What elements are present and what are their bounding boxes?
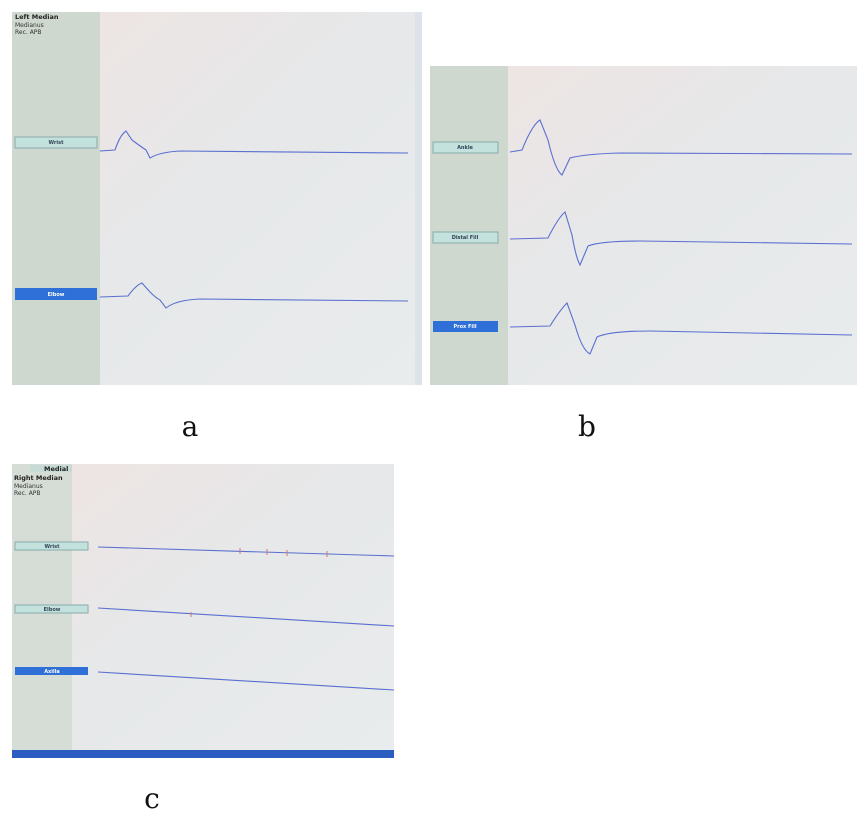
scrollbar (415, 12, 422, 385)
header-text: Rec. APB (14, 490, 41, 497)
panel-a: Left Median Medianus Rec. APB Wrist Elbo… (12, 12, 422, 385)
site-label: Prox Fill (453, 324, 476, 330)
header-title: Left Median (15, 13, 59, 21)
site-label: Elbow (44, 607, 61, 613)
site-label: Distal Fill (452, 235, 479, 241)
header-title: Right Median (14, 474, 63, 482)
header-text: Rec. APB (15, 29, 42, 36)
panel-b: Ankle Distal Fill Prox Fill (430, 66, 857, 385)
sidebar (12, 12, 100, 385)
panel-c: Medial Right Median Medianus Rec. APB Wr… (12, 464, 394, 758)
caption: c (144, 782, 160, 813)
site-label: Wrist (49, 140, 65, 146)
header-text: Medianus (15, 22, 44, 29)
caption: b (578, 410, 596, 443)
taskbar (12, 750, 394, 758)
sidebar (430, 66, 508, 385)
site-label: Elbow (48, 292, 65, 298)
site-label: Ankle (457, 145, 473, 151)
tab-label: Medial (44, 465, 68, 473)
figure: Left Median Medianus Rec. APB Wrist Elbo… (0, 0, 857, 813)
header-text: Medianus (14, 483, 43, 490)
caption: a (182, 410, 199, 443)
site-label: Wrist (45, 544, 61, 550)
site-label: Axilla (44, 669, 60, 675)
